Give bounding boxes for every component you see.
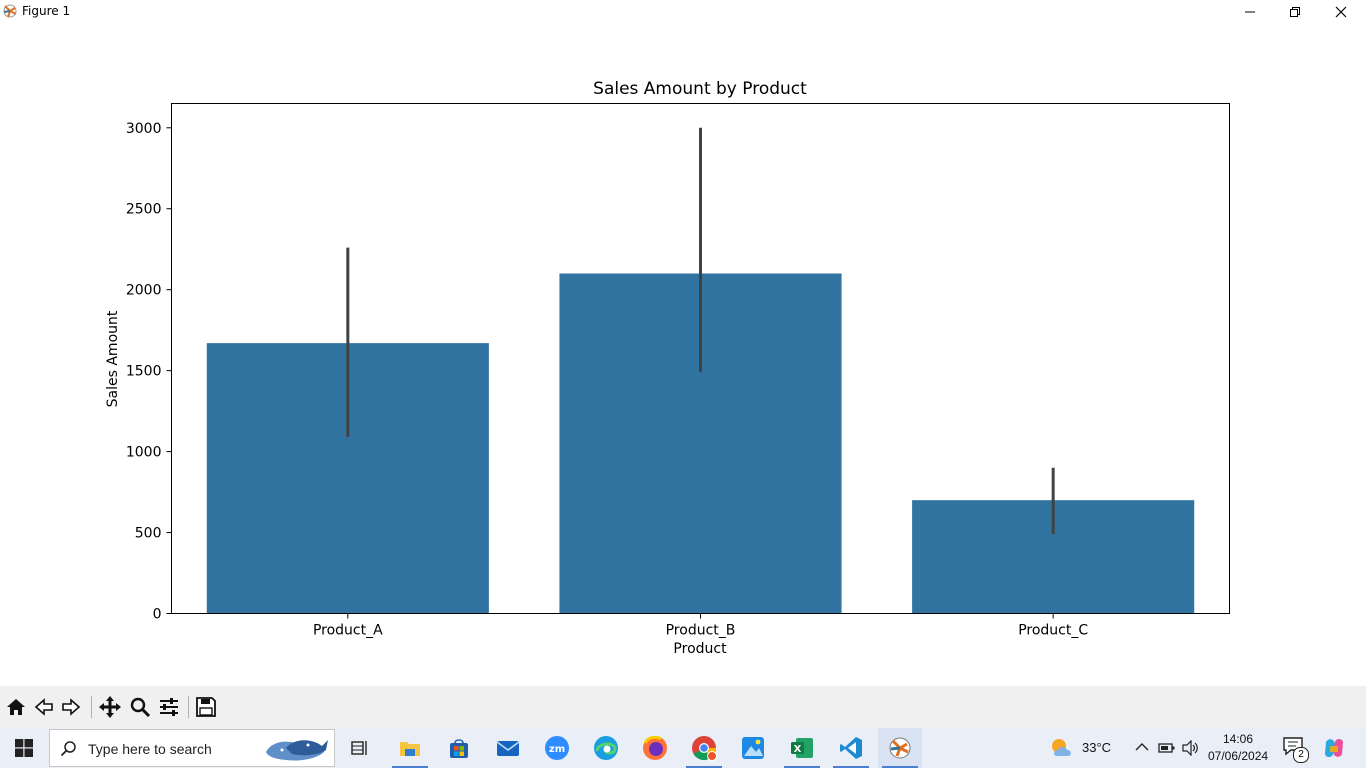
whales-search-highlight-icon: [262, 732, 332, 766]
zoom-logo-icon: zm: [544, 735, 570, 761]
photos-icon: [741, 736, 765, 760]
restore-icon: [1289, 6, 1301, 18]
excel-button[interactable]: X: [780, 728, 824, 768]
folder-icon: [399, 738, 421, 758]
edge-browser-icon: [593, 735, 619, 761]
y-tick-label: 2500: [126, 202, 162, 218]
chevron-up-icon[interactable]: [1135, 742, 1149, 752]
chrome-icon: [691, 735, 717, 761]
weather-icon: [1049, 736, 1075, 760]
back-button[interactable]: [32, 695, 56, 719]
search-icon: [60, 740, 78, 758]
home-icon: [5, 696, 27, 718]
x-axis-label: Product: [673, 641, 727, 657]
figure-toolbar: [0, 686, 1366, 728]
file-explorer-button[interactable]: [388, 728, 432, 768]
speaker-icon[interactable]: [1181, 740, 1199, 756]
clock-time[interactable]: 14:06: [1223, 732, 1253, 746]
matplotlib-figure-button[interactable]: [878, 728, 922, 768]
y-tick-label: 1000: [126, 445, 162, 461]
search-placeholder: Type here to search: [88, 741, 212, 757]
x-tick-label: Product_A: [313, 623, 383, 639]
window-titlebar: Figure 1: [0, 0, 1366, 24]
toolbar-divider: [188, 696, 189, 718]
mail-envelope-icon: [496, 738, 520, 758]
firefox-icon: [642, 735, 668, 761]
home-button[interactable]: [4, 695, 28, 719]
sliders-icon: [158, 696, 180, 718]
x-tick-label: Product_B: [666, 623, 736, 639]
minimize-icon: [1244, 6, 1256, 18]
taskbar-search-input[interactable]: Type here to search: [49, 729, 335, 767]
svg-text:X: X: [794, 744, 802, 755]
y-tick-label: 1500: [126, 364, 162, 380]
battery-icon[interactable]: [1158, 742, 1176, 754]
task-view-icon: [350, 738, 370, 758]
chart-title: Sales Amount by Product: [593, 79, 807, 99]
excel-icon: X: [790, 736, 814, 760]
y-tick-label: 500: [135, 526, 162, 542]
vscode-icon: [839, 736, 863, 760]
pan-button[interactable]: [98, 695, 122, 719]
back-arrow-icon: [33, 696, 55, 718]
weather-temperature[interactable]: 33°C: [1082, 740, 1111, 755]
photos-button[interactable]: [731, 728, 775, 768]
forward-button[interactable]: [59, 695, 83, 719]
zoom-button-app[interactable]: zm: [535, 728, 579, 768]
edge-button[interactable]: [584, 728, 628, 768]
matplotlib-icon: [888, 736, 912, 760]
mail-button[interactable]: [486, 728, 530, 768]
chrome-button[interactable]: [682, 728, 726, 768]
window-title: Figure 1: [22, 4, 70, 18]
notifications-button[interactable]: 2: [1282, 736, 1310, 762]
y-tick-label: 0: [153, 607, 162, 623]
minimize-button[interactable]: [1227, 0, 1273, 24]
task-view-button[interactable]: [338, 728, 382, 768]
firefox-button[interactable]: [633, 728, 677, 768]
svg-text:zm: zm: [549, 744, 565, 755]
floppy-disk-icon: [195, 696, 217, 718]
y-axis-label: Sales Amount: [105, 310, 121, 407]
y-tick-label: 3000: [126, 121, 162, 137]
y-tick-label: 2000: [126, 283, 162, 299]
figure-canvas: Sales Amount by Product 0 500 1000 1500 2000…: [0, 24, 1366, 686]
start-button[interactable]: [0, 728, 48, 768]
windows-logo-icon: [15, 739, 33, 757]
save-figure-button[interactable]: [194, 695, 218, 719]
move-icon: [98, 695, 122, 719]
vscode-button[interactable]: [829, 728, 873, 768]
configure-subplots-button[interactable]: [157, 695, 181, 719]
notification-count-badge: 2: [1293, 747, 1309, 763]
zoom-button[interactable]: [128, 695, 152, 719]
forward-arrow-icon: [60, 696, 82, 718]
close-button[interactable]: [1318, 0, 1364, 24]
restore-button[interactable]: [1272, 0, 1318, 24]
bar-chart: Sales Amount by Product 0 500 1000 1500 2000…: [0, 24, 1366, 686]
clock-date[interactable]: 07/06/2024: [1208, 749, 1268, 763]
store-bag-icon: [448, 737, 470, 759]
taskbar: Type here to search zm X: [0, 728, 1366, 768]
close-icon: [1335, 6, 1347, 18]
microsoft-store-button[interactable]: [437, 728, 481, 768]
toolbar-divider: [91, 696, 92, 718]
copilot-icon[interactable]: [1322, 736, 1346, 760]
matplotlib-app-icon: [2, 3, 18, 19]
x-tick-label: Product_C: [1018, 623, 1088, 639]
magnifier-icon: [129, 696, 151, 718]
